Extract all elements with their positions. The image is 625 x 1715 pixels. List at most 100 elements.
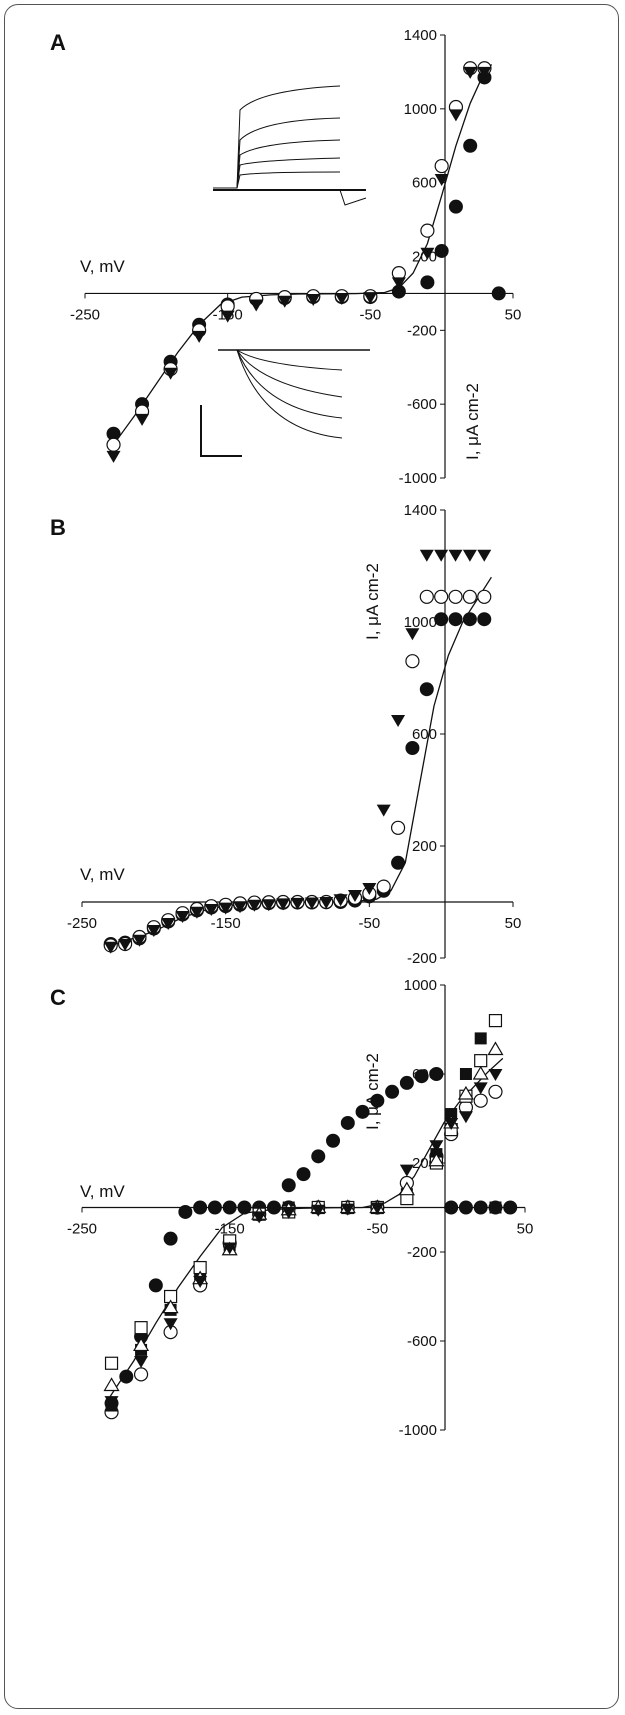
- x-tick-label: -250: [70, 306, 100, 323]
- x-tick-label: -250: [67, 1221, 97, 1238]
- data-point-filled-circle: [207, 1200, 222, 1215]
- x-tick-label: -250: [67, 915, 97, 932]
- panel-b-label: B: [50, 515, 66, 540]
- data-point-filled-circle: [370, 1093, 385, 1108]
- y-tick-label: -200: [407, 322, 437, 339]
- data-point-filled-circle: [355, 1104, 370, 1119]
- data-point-filled-triangle: [434, 173, 449, 186]
- data-point-open-square: [134, 1321, 148, 1335]
- data-point-open-circle: [434, 589, 449, 604]
- inset-trace: [339, 189, 367, 206]
- data-point-filled-circle: [463, 138, 478, 153]
- series-fit-line: [107, 576, 492, 948]
- data-point-open-circle: [488, 1084, 503, 1099]
- data-point-open-circle: [419, 589, 434, 604]
- y-tick-label: 1400: [404, 27, 437, 44]
- inset-trace: [236, 171, 341, 189]
- data-point-filled-circle: [448, 612, 463, 627]
- data-point-filled-square: [445, 1108, 458, 1121]
- data-point-filled-triangle: [429, 1140, 444, 1153]
- data-point-filled-triangle: [163, 1318, 178, 1331]
- data-point-filled-circle: [503, 1200, 518, 1215]
- data-point-filled-triangle: [311, 1204, 326, 1217]
- data-point-filled-circle: [434, 612, 449, 627]
- data-point-open-circle: [405, 654, 420, 669]
- panel-a: A V, mV I, μA cm-2 -250-150-5050-1000-60…: [50, 27, 521, 487]
- data-point-filled-circle: [477, 612, 492, 627]
- data-point-filled-triangle: [290, 897, 305, 910]
- data-point-open-circle: [390, 820, 406, 835]
- data-point-filled-circle: [148, 1278, 163, 1293]
- data-point-open-triangle: [398, 1181, 415, 1196]
- data-point-filled-triangle: [281, 1206, 296, 1219]
- panel-b: B V, mV I, μA cm-2 -250 -150 -50 50 -200 200 6…: [50, 502, 521, 967]
- data-point-filled-triangle: [247, 899, 262, 912]
- data-point-filled-triangle: [103, 941, 118, 954]
- data-point-filled-triangle: [444, 1117, 459, 1130]
- data-point-filled-triangle: [220, 310, 235, 323]
- data-point-filled-triangle: [161, 918, 176, 930]
- y-tick-label: 1000: [404, 977, 437, 994]
- data-point-open-triangle: [457, 1085, 474, 1100]
- data-point-open-circle: [477, 589, 492, 604]
- data-point-filled-triangle: [134, 1356, 149, 1369]
- inset-trace: [213, 85, 341, 189]
- data-point-filled-triangle: [370, 1202, 385, 1215]
- data-point-filled-circle: [222, 1200, 237, 1215]
- data-point-filled-circle: [419, 682, 434, 697]
- data-point-filled-circle: [391, 855, 406, 870]
- data-point-filled-triangle: [233, 901, 248, 914]
- x-tick-label: 50: [505, 306, 522, 323]
- data-point-filled-triangle: [319, 897, 334, 909]
- data-point-filled-triangle: [222, 1242, 237, 1255]
- data-point-open-triangle: [428, 1152, 445, 1167]
- data-point-filled-triangle: [189, 906, 204, 919]
- data-point-filled-triangle: [477, 549, 492, 562]
- data-point-filled-circle: [420, 275, 435, 290]
- data-point-filled-circle: [473, 1200, 488, 1215]
- inset-trace: [236, 349, 343, 439]
- x-tick-label: -50: [366, 1221, 388, 1238]
- x-tick-label: -50: [359, 306, 381, 323]
- data-point-filled-triangle: [204, 904, 219, 916]
- data-point-filled-triangle: [448, 109, 463, 122]
- data-point-filled-circle: [429, 1067, 444, 1081]
- data-point-open-triangle: [103, 1377, 120, 1392]
- data-point-open-square: [488, 1013, 503, 1028]
- panel-c-ylabel: I, μA cm-2: [363, 1053, 382, 1130]
- panel-c: C V, mV I, μA cm-2 -250 -150 -50 50 -1000 -60…: [50, 977, 533, 1439]
- data-point-filled-triangle: [306, 293, 321, 306]
- data-point-open-circle: [473, 1093, 488, 1108]
- inset-trace: [236, 349, 343, 398]
- y-tick-label: 600: [412, 726, 437, 743]
- x-tick-label: 50: [517, 1221, 534, 1238]
- panel-a-ylabel: I, μA cm-2: [463, 383, 482, 460]
- x-tick-label: -50: [358, 915, 380, 932]
- data-point-filled-triangle: [477, 66, 492, 79]
- data-point-filled-triangle: [362, 883, 377, 895]
- data-point-open-square: [474, 1054, 488, 1068]
- data-point-filled-circle: [178, 1204, 193, 1219]
- data-point-filled-circle: [237, 1200, 252, 1215]
- data-point-filled-triangle: [218, 902, 233, 915]
- data-point-filled-triangle: [419, 549, 434, 562]
- data-point-filled-triangle: [347, 890, 362, 902]
- data-point-filled-triangle: [391, 715, 406, 727]
- data-point-filled-circle: [385, 1084, 400, 1099]
- data-point-filled-circle: [119, 1369, 134, 1384]
- y-tick-label: -600: [407, 1333, 437, 1350]
- data-point-open-circle: [448, 589, 463, 604]
- data-point-filled-circle: [458, 1200, 473, 1215]
- data-point-open-triangle: [162, 1299, 179, 1314]
- data-point-open-circle: [133, 1367, 149, 1382]
- data-point-filled-circle: [462, 612, 477, 627]
- data-point-filled-triangle: [106, 450, 121, 463]
- data-point-filled-triangle: [249, 299, 264, 312]
- x-tick-label: -150: [211, 915, 241, 932]
- data-point-open-circle: [420, 223, 435, 238]
- data-point-filled-triangle: [448, 549, 463, 562]
- data-point-filled-square: [489, 1201, 502, 1214]
- panel-b-xlabel: V, mV: [80, 865, 125, 884]
- data-point-filled-triangle: [104, 1396, 119, 1409]
- data-point-filled-circle: [326, 1133, 341, 1148]
